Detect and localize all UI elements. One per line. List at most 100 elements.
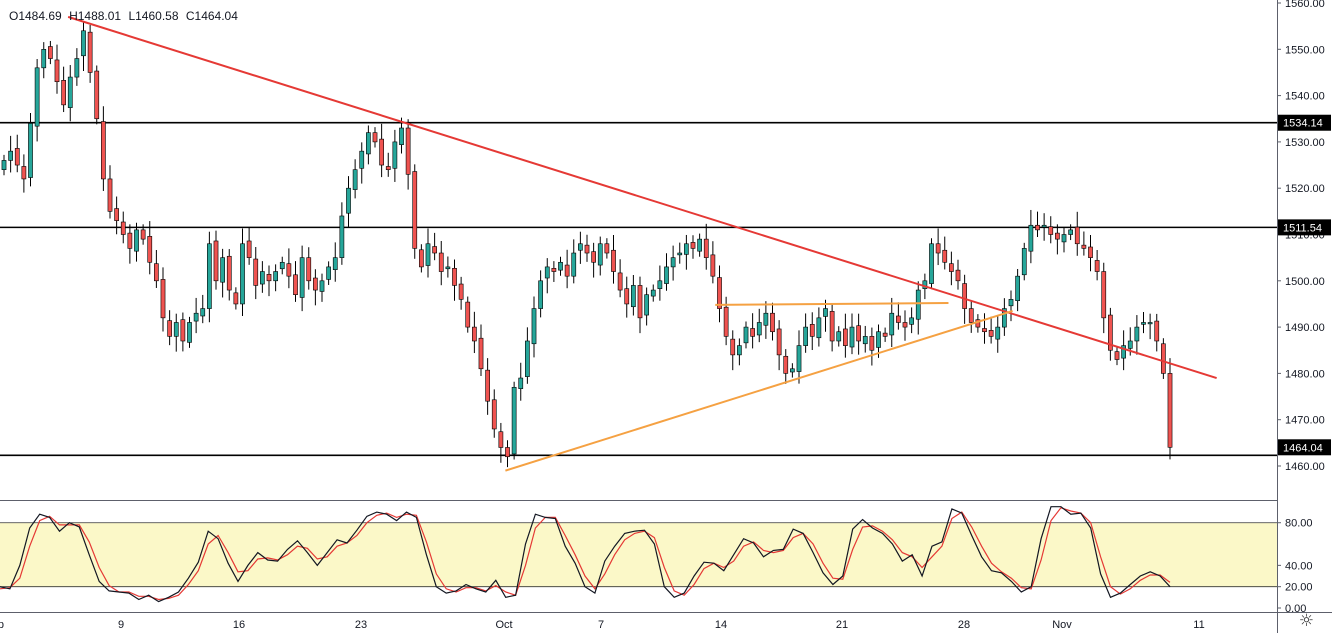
candle [61,66,66,113]
candle-body [54,59,60,83]
candle-body [200,308,206,317]
candle-body [988,330,994,337]
candle-body [1121,345,1126,359]
candle [929,238,934,290]
candle [995,315,1001,353]
candle [160,267,166,332]
candle [438,240,444,286]
stochastic-k-line [0,506,1171,603]
candle-body [525,340,530,377]
candle-body [584,244,590,254]
price-tick-label: 1560.00 [1285,0,1325,10]
trendlines[interactable] [67,15,1217,472]
candle-body [299,257,305,298]
candle-body [942,249,948,263]
candle [1101,262,1107,334]
price-label-1[interactable]: 1534.14 [1278,114,1331,131]
candle [140,224,146,245]
candle [1074,211,1080,256]
overbought-oversold-band [0,522,1277,587]
candle [14,134,20,173]
candle [372,127,378,148]
candle-body [346,187,351,214]
candle [405,119,411,190]
candle [505,440,510,468]
ohlc-open: O1484.69 [9,9,62,23]
candle [882,327,888,342]
candle-body [730,338,736,356]
candle-body [571,252,577,277]
candle-body [909,317,914,325]
candle-body [21,166,27,180]
candle [1134,315,1140,355]
candle [432,232,437,261]
candle-body [293,274,298,295]
candle [889,297,895,348]
candle-body [617,272,623,291]
candle [1161,338,1166,379]
candle-body [432,246,437,254]
candle [644,287,649,326]
candle [107,165,113,219]
candle [385,152,391,177]
candle [511,381,517,460]
candle [114,196,119,235]
candle [1041,213,1047,241]
candlestick-series [1,21,1173,468]
candle [1141,312,1146,334]
candle [604,238,610,259]
price-tick-label: 1520.00 [1285,183,1325,195]
candle [1002,298,1007,336]
candle [134,222,139,262]
candle-body [419,249,424,268]
candle-body [697,238,702,252]
candle-body [266,274,272,282]
candle [213,230,219,290]
candle-body [465,301,471,328]
candle-body [399,127,404,145]
price-tick-label: 1490.00 [1285,322,1325,334]
candle-body [876,331,881,348]
candle [485,358,490,415]
candle-body [286,263,292,277]
gear-icon[interactable]: ☼ [1298,611,1314,631]
candle [664,253,669,291]
candle [717,265,722,323]
price-label-3[interactable]: 1464.04 [1278,439,1331,456]
candle-body [518,377,524,389]
candle [1021,242,1027,281]
candle [564,249,570,289]
candle-body [160,279,166,319]
candle-body [929,243,934,284]
candle [829,304,835,352]
candle-body [902,322,908,328]
ohlc-close: C1464.04 [185,9,238,23]
candle [551,261,557,282]
candle-body [253,258,259,286]
candle-body [372,132,378,143]
price-label-2[interactable]: 1511.54 [1278,219,1331,236]
candle [770,302,775,341]
candle [809,312,815,351]
candle [180,312,186,352]
candle [472,311,477,354]
candle-body [564,264,570,277]
candle [823,299,828,332]
candle-body [306,257,312,282]
candle-body [207,243,212,309]
candle [253,247,259,300]
candle [597,236,603,276]
candle-body [650,289,656,297]
candle-body [48,46,53,59]
candle [226,249,232,301]
candle [332,242,338,282]
candle [584,234,590,262]
candle [266,265,272,297]
candle [412,164,418,259]
candle-body [498,431,504,448]
candle-body [1035,224,1040,231]
candle [836,326,842,347]
time-tick-label: 11 [1193,619,1204,631]
